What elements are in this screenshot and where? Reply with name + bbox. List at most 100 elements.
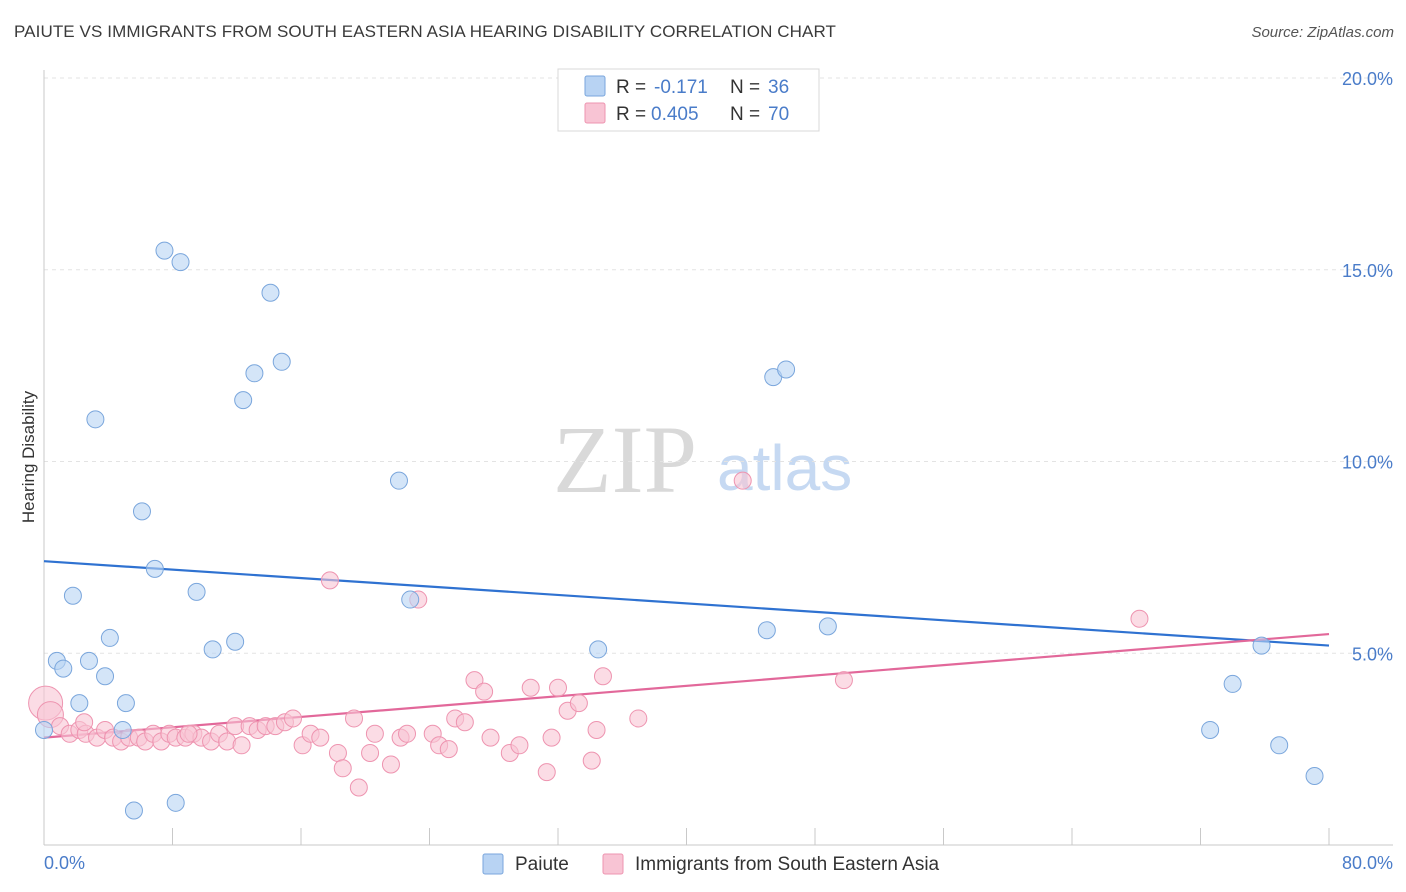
point-paiute <box>63 586 82 605</box>
point-paiute <box>757 621 776 640</box>
point-immigrants <box>465 671 484 690</box>
legend-swatch-paiute <box>482 853 504 875</box>
chart-source: Source: ZipAtlas.com <box>1251 24 1394 41</box>
point-immigrants <box>328 743 347 762</box>
trend-line-paiute <box>43 560 1330 647</box>
point-immigrants <box>587 720 606 739</box>
point-immigrants <box>320 571 339 590</box>
x-tick-label-max: 80.0% <box>1342 853 1393 873</box>
legend-swatch-immigrants <box>602 853 624 875</box>
point-paiute <box>401 590 420 609</box>
point-immigrants <box>593 667 612 686</box>
series-immigrants-points <box>28 471 1149 797</box>
point-immigrants <box>582 751 601 770</box>
point-immigrants <box>75 713 94 732</box>
point-immigrants <box>510 736 529 755</box>
stats-legend-r-label-immigrants: R = <box>616 104 646 125</box>
point-paiute <box>1252 636 1271 655</box>
stats-legend-swatch-paiute <box>584 75 606 97</box>
point-paiute <box>145 559 164 578</box>
point-immigrants <box>521 678 540 697</box>
stats-legend-swatch-immigrants <box>584 102 606 124</box>
point-immigrants <box>542 728 561 747</box>
point-paiute <box>589 640 608 659</box>
point-paiute <box>187 582 206 601</box>
point-paiute <box>70 694 89 713</box>
point-immigrants <box>311 728 330 747</box>
bottom-legend: Paiute Immigrants from South Eastern Asi… <box>482 853 940 875</box>
point-immigrants <box>345 709 364 728</box>
stats-legend-n-label-paiute: N = <box>730 77 760 98</box>
point-immigrants <box>569 694 588 713</box>
point-paiute <box>132 502 151 521</box>
point-paiute <box>777 360 796 379</box>
point-paiute <box>96 667 115 686</box>
point-paiute <box>1270 736 1289 755</box>
stats-legend-n-label-immigrants: N = <box>730 104 760 125</box>
point-paiute <box>245 364 264 383</box>
stats-legend-n-value-paiute: 36 <box>768 77 789 98</box>
watermark: ZIP atlas <box>553 406 852 513</box>
point-immigrants <box>733 471 752 490</box>
point-immigrants <box>179 724 198 743</box>
point-paiute <box>272 352 291 371</box>
series-paiute-points <box>35 241 1324 820</box>
point-immigrants <box>439 740 458 759</box>
point-paiute <box>261 283 280 302</box>
gridlines <box>44 77 1393 654</box>
point-paiute <box>124 801 143 820</box>
y-tick-label: 5.0% <box>1352 644 1393 664</box>
point-paiute <box>155 241 174 260</box>
x-tick-label-min: 0.0% <box>44 853 85 873</box>
point-immigrants <box>629 709 648 728</box>
point-immigrants <box>232 736 251 755</box>
point-immigrants <box>349 778 368 797</box>
point-paiute <box>234 391 253 410</box>
point-immigrants <box>537 763 556 782</box>
point-immigrants <box>1130 609 1149 628</box>
point-immigrants <box>283 709 302 728</box>
point-paiute <box>35 720 53 739</box>
point-paiute <box>113 720 132 739</box>
y-axis-label: Hearing Disability <box>19 390 38 523</box>
stats-legend-r-label-paiute: R = <box>616 77 646 98</box>
point-paiute <box>226 632 245 651</box>
stats-legend: R = -0.171 N = 36 R = 0.405 N = 70 <box>557 68 820 132</box>
point-immigrants <box>834 671 853 690</box>
point-paiute <box>100 628 119 647</box>
point-immigrants <box>398 724 417 743</box>
y-tick-label: 10.0% <box>1342 453 1393 473</box>
point-paiute <box>54 659 73 678</box>
point-immigrants <box>381 755 400 774</box>
point-immigrants <box>475 682 494 701</box>
watermark-atlas: atlas <box>717 432 852 504</box>
point-immigrants <box>333 759 352 778</box>
trend-line-immigrants <box>43 632 1330 739</box>
point-paiute <box>166 793 185 812</box>
point-immigrants <box>549 678 567 697</box>
point-paiute <box>86 410 105 429</box>
watermark-zip: ZIP <box>553 406 697 513</box>
point-paiute <box>1201 720 1220 739</box>
point-immigrants <box>455 713 474 732</box>
stats-legend-r-value-paiute: -0.171 <box>654 77 708 98</box>
point-paiute <box>389 471 408 490</box>
y-tick-labels: 5.0% 10.0% 15.0% 20.0% <box>1342 69 1393 664</box>
point-paiute <box>171 253 190 272</box>
y-tick-label: 20.0% <box>1342 69 1393 89</box>
point-paiute <box>203 640 222 659</box>
point-paiute <box>1223 674 1242 693</box>
stats-legend-r-value-immigrants: 0.405 <box>651 104 699 125</box>
point-immigrants <box>481 728 500 747</box>
y-tick-label: 15.0% <box>1342 261 1393 281</box>
chart-title: PAIUTE VS IMMIGRANTS FROM SOUTH EASTERN … <box>14 22 837 41</box>
point-immigrants <box>361 743 380 762</box>
point-paiute <box>116 694 135 713</box>
legend-label-paiute: Paiute <box>515 854 569 875</box>
legend-label-immigrants: Immigrants from South Eastern Asia <box>635 854 940 875</box>
point-paiute <box>818 617 837 636</box>
trend-lines <box>43 560 1330 739</box>
stats-legend-n-value-immigrants: 70 <box>768 104 789 125</box>
point-paiute <box>1305 766 1324 785</box>
